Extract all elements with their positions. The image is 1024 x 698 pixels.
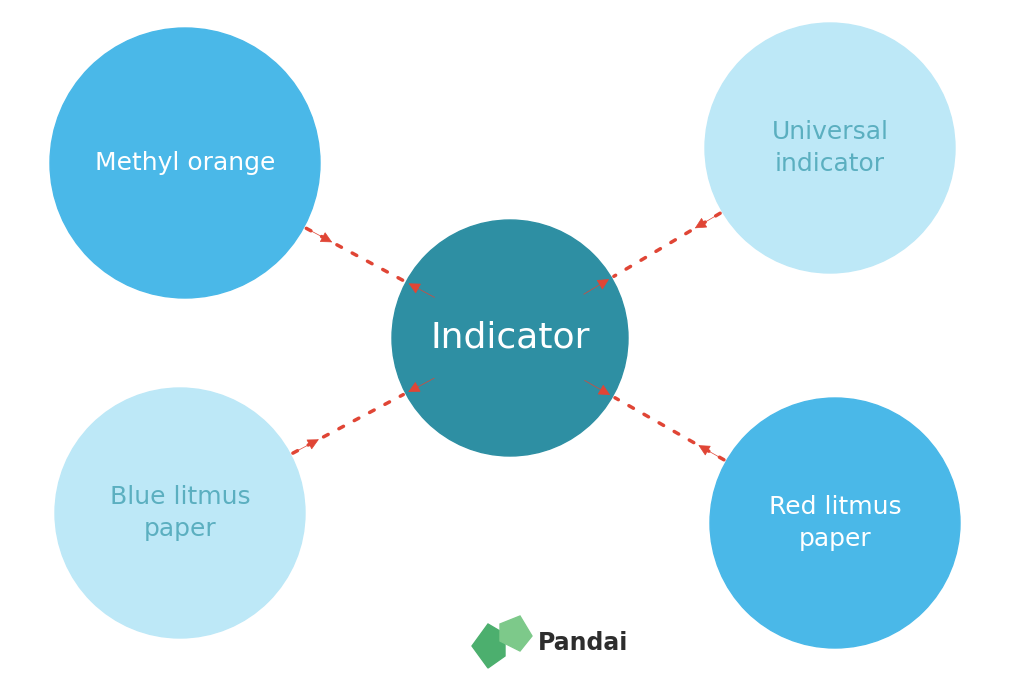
Circle shape xyxy=(50,28,319,298)
Text: Indicator: Indicator xyxy=(430,321,590,355)
Text: Universal
indicator: Universal indicator xyxy=(771,120,889,176)
Circle shape xyxy=(705,23,955,273)
Text: Blue litmus
paper: Blue litmus paper xyxy=(110,485,250,541)
Text: Methyl orange: Methyl orange xyxy=(95,151,275,175)
Circle shape xyxy=(392,220,628,456)
Polygon shape xyxy=(500,616,532,651)
Text: Pandai: Pandai xyxy=(538,631,629,655)
Circle shape xyxy=(710,398,961,648)
Text: Red litmus
paper: Red litmus paper xyxy=(769,495,901,551)
Circle shape xyxy=(55,388,305,638)
Polygon shape xyxy=(472,624,505,668)
